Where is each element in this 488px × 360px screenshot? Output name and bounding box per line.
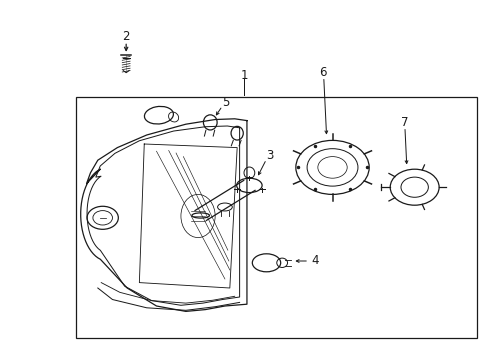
Text: 2: 2 xyxy=(122,30,130,42)
Text: 6: 6 xyxy=(318,66,326,79)
Text: 3: 3 xyxy=(265,149,273,162)
Text: 5: 5 xyxy=(222,96,229,109)
Text: 1: 1 xyxy=(240,69,248,82)
Bar xyxy=(76,97,476,338)
Text: 4: 4 xyxy=(311,255,319,267)
Text: 7: 7 xyxy=(400,116,408,129)
